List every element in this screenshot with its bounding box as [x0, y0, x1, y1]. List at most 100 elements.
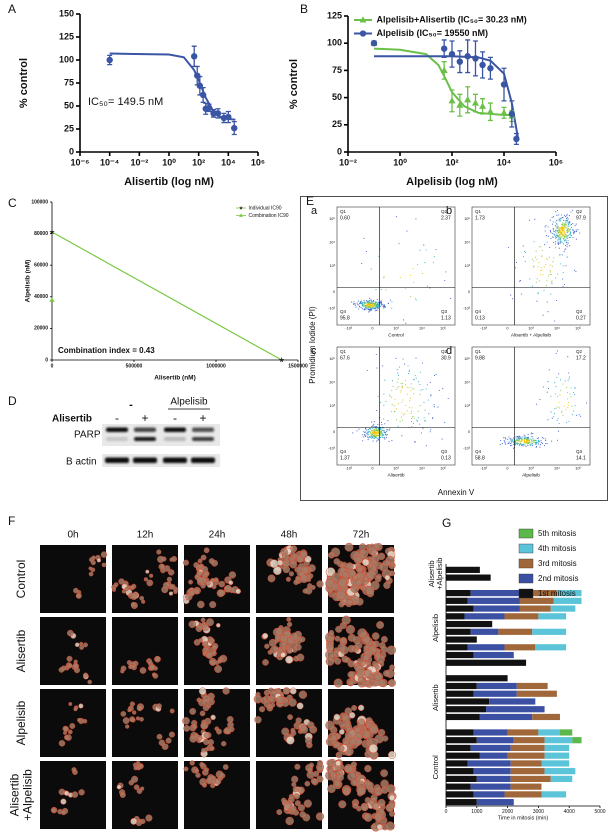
event-dot — [424, 262, 426, 264]
event-dot — [566, 246, 568, 248]
event-dot — [557, 430, 560, 432]
cell — [120, 669, 125, 674]
bar-segment — [446, 768, 474, 775]
event-dot — [410, 413, 412, 415]
event-dot — [419, 383, 421, 385]
row-label: Alisertib — [52, 414, 92, 425]
event-dot — [406, 410, 408, 412]
bar-segment — [556, 590, 582, 597]
event-dot — [363, 303, 365, 305]
x-tick-label: -10³ — [345, 467, 352, 471]
cell — [210, 714, 216, 721]
cell — [279, 634, 288, 643]
plot-caption: Control — [388, 332, 403, 338]
event-dot — [557, 234, 559, 236]
event-dot — [423, 417, 425, 419]
event-dot — [424, 420, 427, 422]
cell — [194, 733, 200, 739]
event-dot — [554, 243, 556, 245]
event-dot — [398, 243, 400, 245]
x-tick-label: -10³ — [480, 327, 487, 331]
y-tick-label: 10³ — [465, 264, 471, 268]
point — [500, 108, 508, 116]
cell — [197, 558, 203, 564]
event-dot — [374, 305, 376, 307]
event-dot — [375, 409, 377, 412]
event-dot — [562, 383, 564, 385]
cell — [100, 551, 108, 558]
event-dot — [371, 309, 373, 311]
event-dot — [422, 272, 424, 274]
legend-label: 1st mitosis — [538, 589, 576, 598]
event-dot — [558, 230, 560, 232]
cell — [127, 707, 132, 713]
event-dot — [559, 379, 562, 381]
event-dot — [445, 271, 447, 273]
event-dot — [364, 307, 366, 309]
event-dot — [563, 214, 566, 216]
event-dot — [546, 301, 548, 303]
event-dot — [535, 445, 538, 447]
event-dot — [540, 267, 542, 269]
cell — [387, 750, 397, 760]
cell — [389, 570, 395, 577]
cell — [71, 791, 79, 798]
event-dot — [560, 236, 562, 238]
event-dot — [529, 438, 531, 440]
event-dot — [573, 231, 575, 234]
y-tick-label: -10³ — [463, 446, 470, 450]
event-dot — [411, 421, 413, 423]
event-dot — [371, 437, 373, 439]
cell — [364, 764, 372, 773]
event-dot — [368, 429, 370, 431]
event-dot — [572, 209, 574, 211]
event-dot — [508, 441, 510, 443]
event-dot — [512, 439, 514, 441]
lane-label: + — [199, 411, 206, 425]
event-dot — [381, 432, 383, 434]
event-dot — [365, 306, 367, 308]
point — [359, 16, 367, 23]
event-dot — [357, 304, 359, 306]
event-dot — [546, 235, 548, 237]
bar-segment — [446, 737, 477, 744]
x-tick-label: 4000 — [564, 809, 575, 815]
event-dot — [353, 301, 355, 303]
event-dot — [383, 277, 385, 279]
lane-label: + — [141, 411, 148, 425]
cell — [357, 718, 366, 726]
event-dot — [539, 444, 542, 446]
event-dot — [369, 310, 371, 312]
event-dot — [552, 261, 554, 263]
cell — [228, 580, 234, 586]
cell — [384, 560, 392, 567]
cell — [373, 679, 381, 687]
event-dot — [557, 227, 559, 229]
point — [370, 40, 378, 47]
band — [106, 427, 128, 432]
legend-swatch — [518, 528, 534, 539]
cell — [280, 652, 286, 658]
panel-label: F — [8, 514, 15, 528]
cell — [124, 586, 129, 592]
event-dot — [558, 214, 560, 216]
event-dot — [527, 436, 530, 438]
event-dot — [552, 236, 554, 238]
event-dot — [561, 229, 564, 231]
event-dot — [378, 304, 380, 306]
cell — [157, 555, 165, 563]
event-dot — [555, 407, 557, 409]
event-dot — [381, 304, 383, 306]
cell — [158, 563, 165, 570]
event-dot — [379, 401, 382, 404]
event-dot — [556, 236, 558, 238]
cell — [351, 704, 358, 711]
cell — [287, 714, 293, 720]
bar-segment — [479, 752, 508, 759]
cell — [272, 645, 279, 652]
cell — [383, 670, 390, 677]
cell — [356, 658, 363, 664]
event-dot — [383, 304, 385, 306]
event-dot — [536, 258, 538, 261]
event-dot — [376, 305, 378, 307]
